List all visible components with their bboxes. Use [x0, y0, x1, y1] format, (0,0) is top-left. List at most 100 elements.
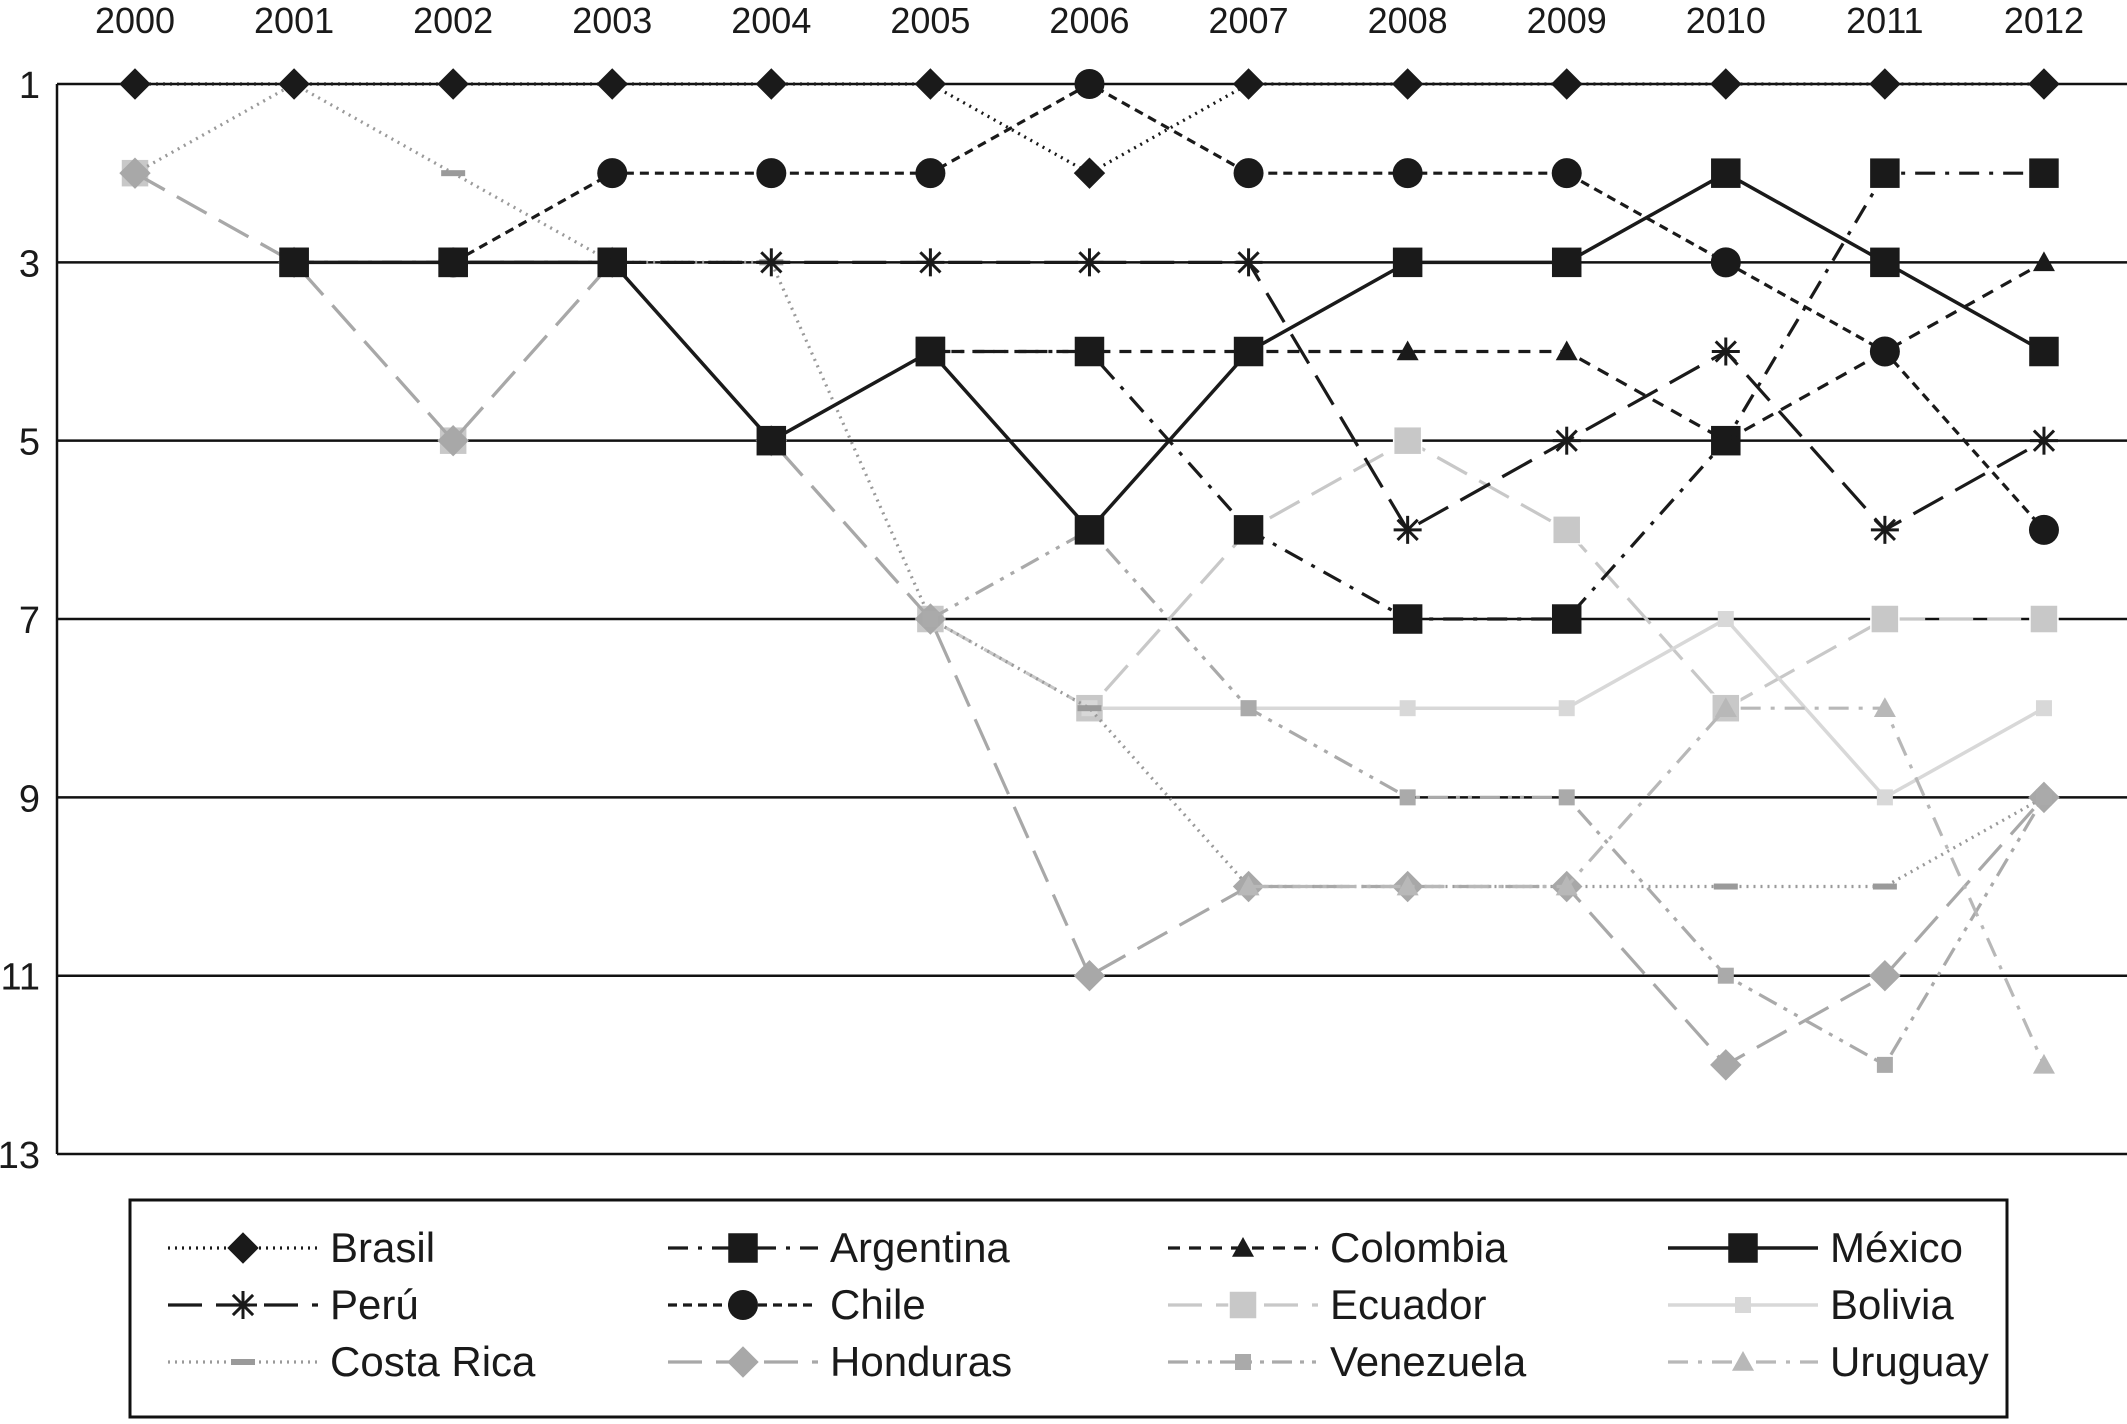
data-point-argentina [2029, 158, 2059, 188]
data-point-uruguay [2032, 1053, 2055, 1074]
legend-label: Argentina [830, 1224, 1010, 1271]
data-point-costa-rica [1713, 883, 1738, 890]
legend-item-uruguay: Uruguay [1668, 1338, 1989, 1385]
series-per- [598, 248, 2058, 544]
data-point-colombia [1396, 340, 1419, 361]
legend-item-venezuela: Venezuela [1168, 1338, 1527, 1385]
data-point-m-xico [1392, 247, 1423, 278]
legend-swatch-marker [229, 1291, 257, 1319]
data-point-chile [438, 247, 469, 278]
data-point-m-xico [279, 247, 309, 278]
data-point-chile [1074, 69, 1105, 99]
y-tick-label: 13 [0, 1135, 40, 1177]
data-point-uruguay [1714, 697, 1737, 717]
legend-swatch-marker [231, 1359, 255, 1365]
data-point-brasil [755, 68, 788, 100]
data-point-m-xico [1870, 247, 1900, 278]
data-point-honduras [1710, 1049, 1742, 1081]
data-point-colombia [2032, 251, 2055, 272]
data-point-chile [756, 158, 787, 189]
data-point-argentina [1870, 158, 1900, 188]
data-point-honduras [119, 157, 151, 189]
data-point-per- [1234, 248, 1263, 277]
data-point-per- [1870, 515, 1899, 544]
data-point-bolivia [1399, 700, 1416, 717]
data-point-per- [757, 248, 786, 277]
x-tick-label: 2012 [2004, 0, 2084, 41]
data-point-chile [2028, 514, 2059, 545]
data-point-per- [2029, 426, 2058, 455]
data-point-brasil [914, 68, 947, 100]
series-line-chile [452, 82, 2046, 531]
data-point-bolivia [1717, 611, 1734, 628]
legend-box [128, 1198, 2009, 1419]
legend-label: Venezuela [1330, 1338, 1527, 1385]
legend-swatch-marker [728, 1290, 758, 1320]
y-tick-label: 7 [19, 600, 40, 642]
y-tick-label: 5 [19, 422, 40, 464]
x-tick-label: 2000 [95, 0, 175, 41]
data-point-chile [1233, 158, 1264, 189]
data-point-per- [916, 248, 945, 277]
data-point-argentina [1233, 515, 1264, 545]
legend-label: México [1830, 1224, 1963, 1271]
data-point-venezuela [1876, 1056, 1893, 1073]
data-point-costa-rica [441, 170, 466, 177]
legend-label: Brasil [330, 1224, 435, 1271]
data-point-chile [1869, 336, 1900, 367]
data-point-m-xico [1233, 336, 1264, 367]
data-point-brasil [278, 68, 310, 100]
legend-item-costa-rica: Costa Rica [168, 1338, 536, 1385]
data-point-colombia [1078, 340, 1101, 361]
series-bolivia [1081, 611, 2052, 806]
series-line-m-xico [294, 171, 2045, 532]
data-point-ecuador [1870, 604, 1900, 634]
data-point-ecuador [2029, 604, 2059, 634]
data-point-per- [598, 248, 627, 277]
data-point-m-xico [1551, 247, 1582, 278]
legend-swatch-marker [1732, 1351, 1754, 1371]
data-point-bolivia [1558, 700, 1575, 717]
data-point-chile [915, 158, 946, 189]
data-point-brasil [1710, 68, 1742, 100]
data-point-costa-rica [1872, 883, 1897, 890]
legend-item-chile: Chile [668, 1281, 926, 1328]
series-costa-rica [123, 81, 2056, 890]
data-point-brasil [119, 68, 151, 100]
data-point-uruguay [1873, 697, 1896, 717]
data-point-honduras [437, 424, 469, 457]
data-point-venezuela [2035, 789, 2052, 806]
y-tick-label: 3 [19, 243, 40, 285]
legend-swatch-marker [1228, 1290, 1258, 1320]
x-tick-label: 2006 [1049, 0, 1129, 41]
series-line-costa-rica [134, 82, 2045, 889]
y-tick-label: 11 [1, 957, 40, 999]
data-point-colombia [1555, 340, 1578, 361]
data-point-chile [1551, 158, 1582, 189]
legend-label: Bolivia [1830, 1281, 1954, 1328]
data-point-uruguay [1237, 875, 1260, 896]
legend-label: Uruguay [1830, 1338, 1989, 1385]
data-point-honduras [1869, 959, 1901, 992]
data-point-brasil [1073, 157, 1106, 189]
x-tick-label: 2001 [254, 0, 334, 41]
legend-item-m-xico: México [1668, 1224, 1963, 1271]
legend-item-colombia: Colombia [1168, 1224, 1508, 1271]
x-tick-label: 2010 [1686, 0, 1766, 41]
series-line-uruguay [1248, 706, 2046, 1066]
data-point-chile [1392, 158, 1423, 189]
x-tick-label: 2004 [731, 0, 811, 41]
data-point-venezuela [1717, 967, 1734, 984]
series-line-venezuela [929, 528, 2046, 1067]
data-point-venezuela [1240, 700, 1257, 717]
series-brasil [119, 68, 2060, 189]
data-point-colombia [1714, 429, 1737, 450]
legend: Brasil Argentina Colombia México Perú Chile Ec… [128, 1198, 2009, 1419]
data-point-brasil [1869, 68, 1901, 100]
data-point-m-xico [1711, 158, 1741, 188]
data-point-brasil [1551, 68, 1583, 100]
x-tick-label: 2011 [1846, 0, 1923, 41]
